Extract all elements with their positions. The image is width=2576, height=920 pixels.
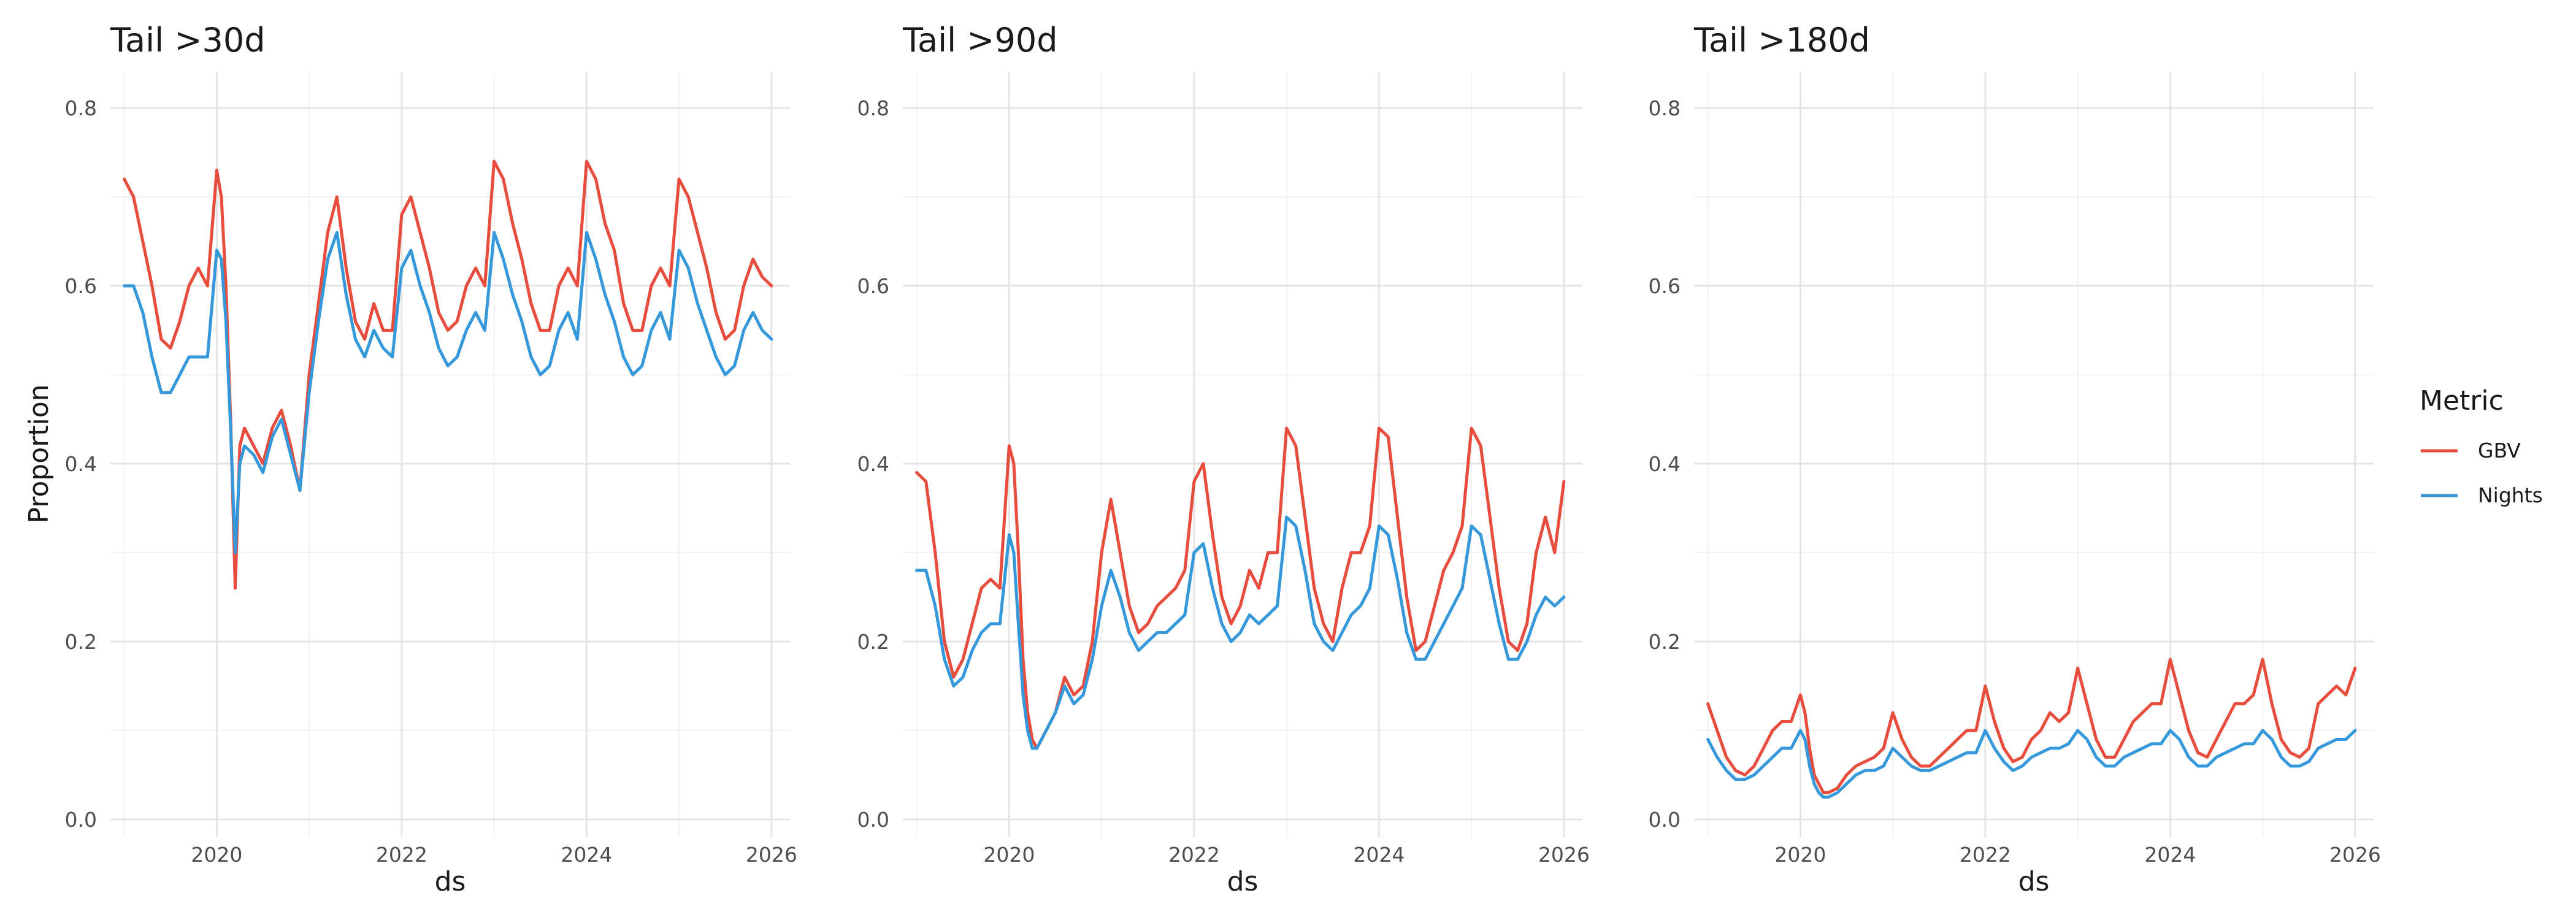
x-tick-label: 2026 (2329, 843, 2381, 867)
y-tick-label: 0.0 (1649, 808, 1681, 832)
x-axis-title: ds (1227, 866, 1259, 897)
x-axis-title: ds (2018, 866, 2050, 897)
x-tick-label: 2020 (191, 843, 242, 867)
legend-entry-gbv: GBV (2421, 439, 2521, 462)
legend-label-gbv: GBV (2478, 439, 2521, 462)
legend: Metric GBV Nights (2420, 385, 2543, 507)
y-tick-label: 0.6 (65, 274, 97, 298)
legend-label-nights: Nights (2478, 483, 2543, 507)
x-axis-title: ds (435, 866, 466, 897)
panels: 0.0 0.2 0.4 0.6 0.8 2020 2022 2024 2026 Tail >30d… (65, 21, 2381, 897)
y-tick-label: 0.0 (65, 808, 97, 832)
y-tick-label: 0.2 (1649, 630, 1681, 654)
panel-title: Tail >30d (110, 21, 266, 59)
legend-entry-nights: Nights (2421, 483, 2543, 507)
panel-1: 0.0 0.2 0.4 0.6 0.8 2020 2022 2024 2026 Tail >30d… (65, 21, 797, 897)
y-tick-label: 0.8 (857, 96, 889, 120)
y-tick-label: 0.8 (1649, 96, 1681, 120)
panel-title: Tail >90d (902, 21, 1058, 59)
y-tick-label: 0.2 (857, 630, 889, 654)
x-tick-label: 2024 (2144, 843, 2196, 867)
y-tick-label: 0.0 (857, 808, 889, 832)
y-axis-title: Proportion (23, 384, 55, 523)
x-tick-label: 2022 (1960, 843, 2011, 867)
series-line-nights (1706, 729, 2357, 799)
y-tick-label: 0.4 (65, 452, 97, 476)
y-tick-label: 0.6 (857, 274, 889, 298)
series-line-gbv (915, 426, 1566, 750)
y-tick-label: 0.6 (1649, 274, 1681, 298)
x-tick-label: 2022 (1168, 843, 1220, 867)
y-tick-label: 0.4 (1649, 452, 1681, 476)
x-tick-label: 2024 (561, 843, 612, 867)
x-tick-label: 2026 (746, 843, 797, 867)
y-tick-label: 0.8 (65, 96, 97, 120)
series-line-gbv (1706, 657, 2357, 794)
panel-3: 0.0 0.2 0.4 0.6 0.8 2020 2022 2024 2026 Tail >180… (1649, 21, 2381, 897)
series-line-nights (123, 231, 773, 554)
y-tick-label: 0.2 (65, 630, 97, 654)
panel-title: Tail >180d (1693, 21, 1870, 59)
x-tick-label: 2020 (983, 843, 1035, 867)
series-line-gbv (123, 159, 773, 590)
x-tick-label: 2026 (1538, 843, 1590, 867)
y-tick-label: 0.4 (857, 452, 889, 476)
panel-2: 0.0 0.2 0.4 0.6 0.8 2020 2022 2024 2026 Tail >90d… (857, 21, 1590, 897)
x-tick-label: 2024 (1353, 843, 1405, 867)
x-tick-label: 2022 (376, 843, 427, 867)
series-line-nights (915, 515, 1566, 750)
x-tick-label: 2020 (1774, 843, 1826, 867)
legend-title: Metric (2420, 385, 2504, 416)
